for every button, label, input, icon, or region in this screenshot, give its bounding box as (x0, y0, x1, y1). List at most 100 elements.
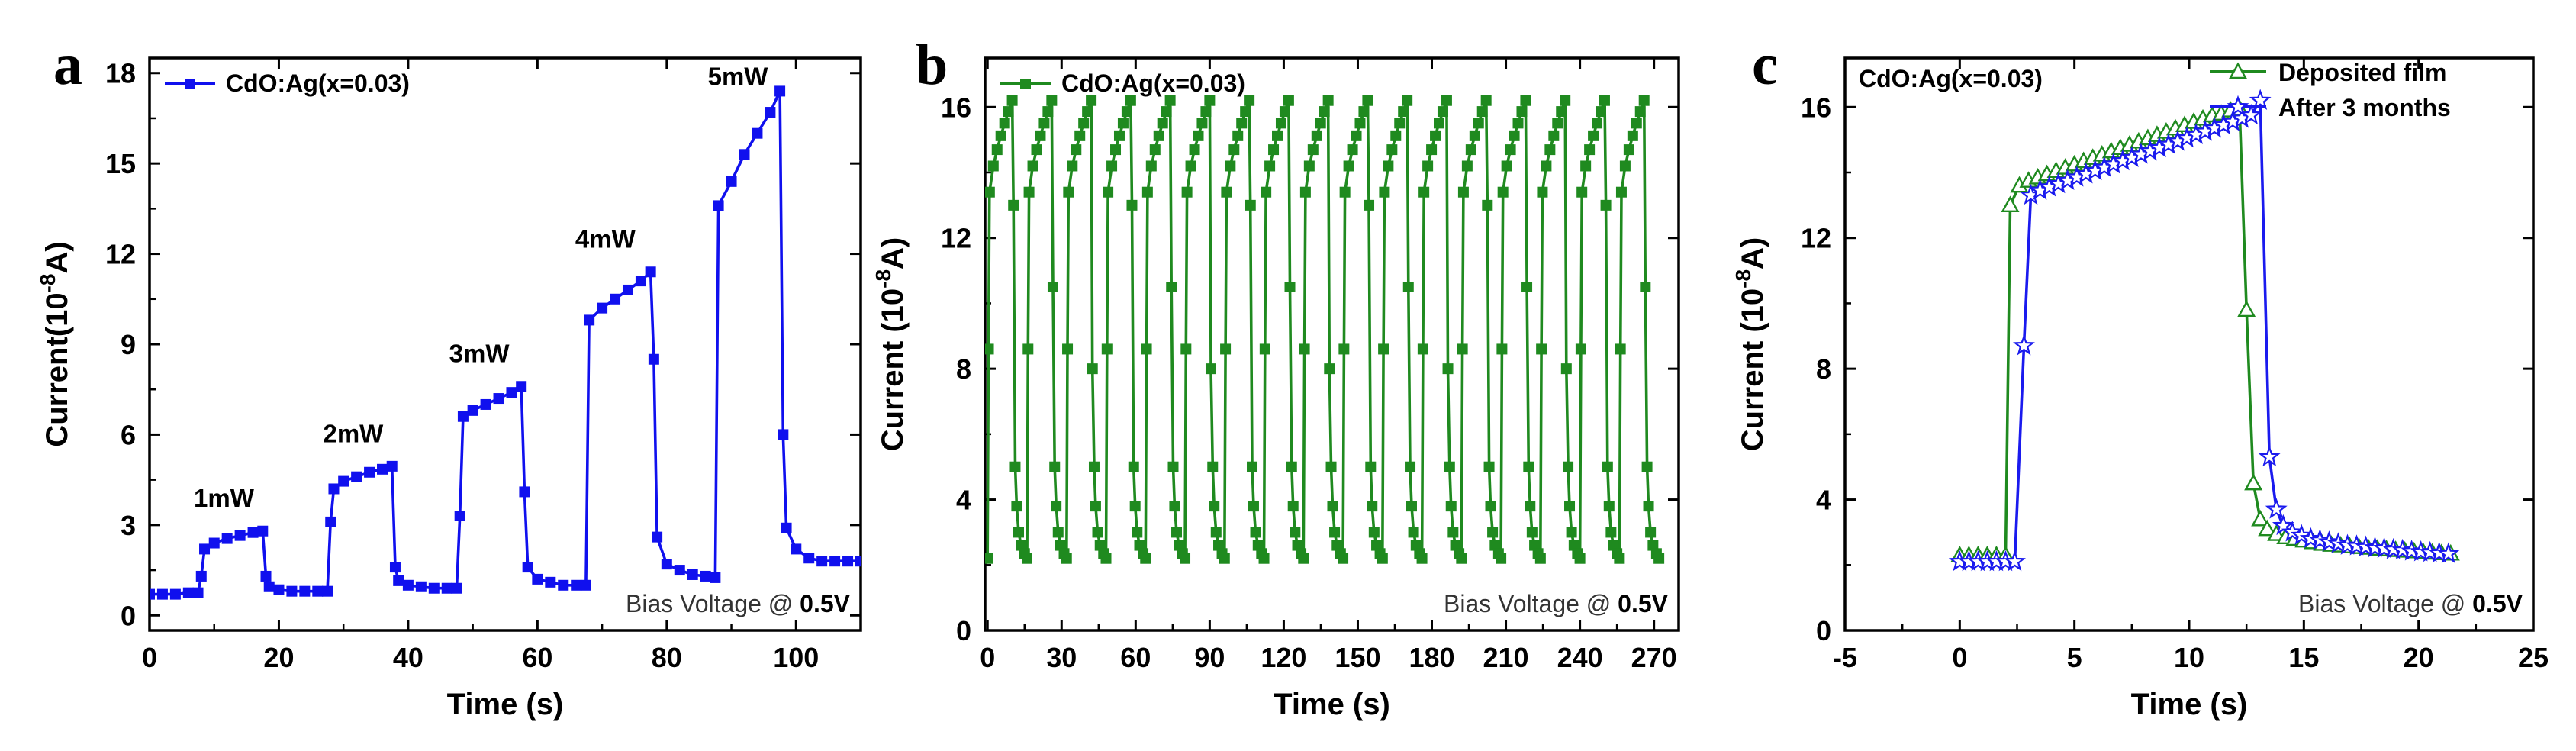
data-point (1181, 186, 1193, 198)
data-point (1417, 343, 1428, 355)
data-point (1319, 106, 1330, 118)
data-point (1365, 461, 1377, 472)
data-point (1185, 160, 1196, 172)
data-point (1560, 363, 1572, 375)
data-point (791, 543, 802, 555)
data-point (234, 530, 246, 541)
data-point (1354, 118, 1366, 129)
data-point (995, 130, 1006, 141)
x-tick-label: 30 (1046, 642, 1077, 673)
data-point (1031, 144, 1042, 156)
data-point (1196, 118, 1208, 129)
data-point (774, 85, 786, 97)
data-point (182, 587, 194, 598)
data-point (2258, 445, 2281, 467)
data-point (1480, 95, 1492, 106)
data-point (1426, 144, 1438, 156)
data-point (1220, 343, 1232, 355)
legend-marker (2228, 62, 2248, 79)
data-point (1022, 343, 1034, 355)
data-point (1525, 501, 1536, 512)
data-point (1406, 501, 1417, 512)
data-point (584, 314, 595, 326)
y-tick-label: 0 (956, 615, 971, 646)
y-axis-label-exponent: -8 (1731, 269, 1755, 288)
data-point (1599, 95, 1610, 106)
data-point (1615, 186, 1627, 198)
data-point (1207, 461, 1219, 472)
data-point (389, 562, 401, 573)
data-point (2013, 334, 2035, 356)
data-point (1564, 501, 1576, 512)
x-tick-label: 210 (1483, 642, 1529, 673)
y-axis-label-prefix: Current (10 (1736, 288, 1769, 451)
data-point (1287, 501, 1299, 512)
data-point (1161, 106, 1172, 118)
data-point (1023, 186, 1035, 198)
data-point (208, 537, 220, 549)
data-point (1402, 95, 1413, 106)
data-point (522, 562, 533, 573)
data-point (1496, 553, 1507, 564)
data-point (580, 579, 591, 591)
data-point (247, 527, 259, 538)
data-point (1434, 118, 1445, 129)
data-point (325, 516, 336, 527)
data-point (1299, 186, 1311, 198)
data-point (1437, 106, 1448, 118)
data-point (1090, 501, 1101, 512)
data-point (1324, 363, 1335, 375)
data-point (1247, 461, 1258, 472)
y-tick-label: 16 (1801, 92, 1831, 123)
data-point (2240, 103, 2262, 125)
data-point (1046, 95, 1058, 106)
data-point (1640, 282, 1651, 292)
data-point (1338, 343, 1350, 355)
data-point (1580, 160, 1592, 172)
data-point (1250, 527, 1261, 538)
data-point (1430, 130, 1441, 141)
data-point (710, 572, 721, 583)
data-point (1128, 461, 1139, 472)
data-point (1595, 106, 1606, 118)
data-point (1378, 343, 1389, 355)
data-point (985, 343, 994, 355)
data-point (1456, 553, 1467, 564)
data-point (1548, 130, 1560, 141)
data-point (1245, 199, 1256, 211)
data-point (1327, 501, 1338, 512)
data-point (1364, 199, 1375, 211)
data-point (571, 579, 582, 591)
data-point (1576, 186, 1588, 198)
plot-area (150, 85, 861, 600)
data-point (1129, 501, 1141, 512)
data-point (1038, 118, 1050, 129)
x-axis-label: Time (s) (1274, 688, 1390, 721)
data-point (1071, 144, 1082, 156)
data-point (1094, 540, 1106, 551)
y-tick-label: 18 (105, 58, 136, 89)
y-tick-label: 4 (1816, 485, 1831, 516)
data-point (781, 522, 792, 533)
data-point (1240, 106, 1251, 118)
data-point (855, 556, 861, 567)
y-axis-label-suffix: A) (876, 237, 910, 269)
data-point (645, 266, 656, 278)
data-point (402, 579, 414, 591)
y-tick-label: 8 (1816, 353, 1831, 385)
data-point (1052, 527, 1064, 538)
data-point (1252, 540, 1264, 551)
data-point (1121, 106, 1132, 118)
data-point (1441, 95, 1452, 106)
data-point (2244, 473, 2263, 491)
y-tick-label: 15 (105, 148, 136, 179)
data-point (1461, 160, 1473, 172)
data-point (192, 587, 204, 598)
x-tick-label: 20 (2404, 642, 2434, 673)
data-point (700, 570, 711, 582)
data-point (480, 398, 491, 410)
bias-voltage-label: Bias Voltage @ 0.5V (1444, 590, 1669, 617)
data-point (1358, 106, 1370, 118)
data-point (1592, 118, 1603, 129)
data-point (1006, 95, 1018, 106)
